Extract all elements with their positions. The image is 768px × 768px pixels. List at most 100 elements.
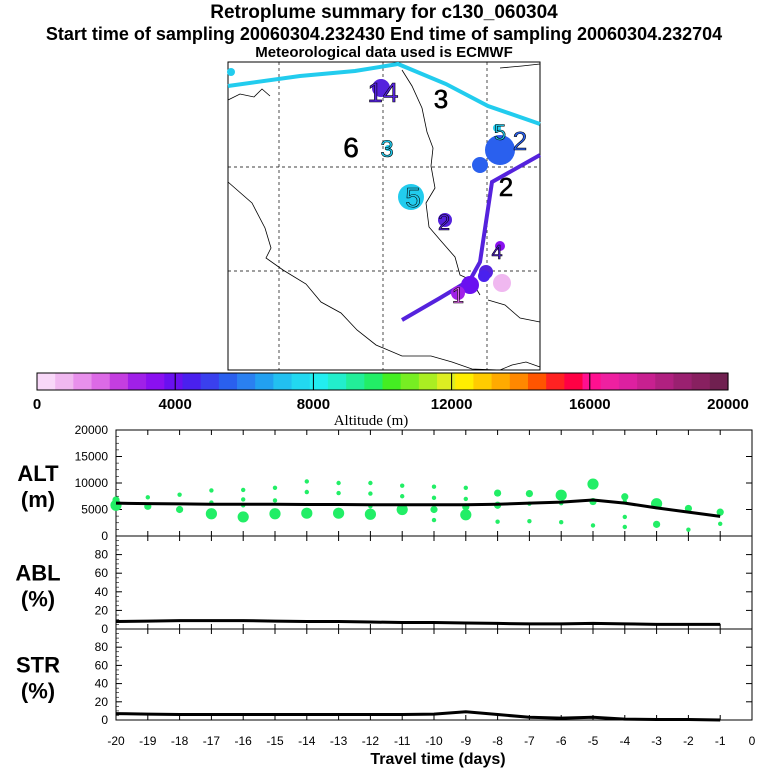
trajectories (227, 61, 541, 322)
altitude-dot (622, 514, 627, 520)
altitude-dot (686, 527, 691, 532)
altitude-dot (237, 511, 249, 523)
x-tick-label: -13 (330, 734, 348, 748)
altitude-dot (364, 508, 376, 520)
y-tick-label: 80 (95, 640, 109, 654)
cluster-marker-9 (495, 241, 505, 251)
y-tick-label: 40 (95, 585, 109, 599)
y-tick-label: 0 (101, 622, 108, 636)
colorbar-segment (73, 373, 93, 390)
altitude-dot (333, 507, 345, 519)
series-line-str (115, 710, 721, 722)
colorbar-segment (364, 373, 384, 390)
altitude-dot (621, 493, 629, 501)
y-axis-unit: (%) (21, 587, 55, 612)
altitude-dot (336, 490, 341, 496)
cluster-label: 5 (405, 182, 421, 213)
x-tick-label: -6 (556, 734, 567, 748)
altitude-dot (301, 507, 313, 519)
y-axis-label: ABL (15, 561, 60, 586)
x-tick-label: -15 (266, 734, 284, 748)
altitude-dot (400, 483, 405, 488)
plume-clusters (227, 68, 515, 300)
colorbar-segment (55, 373, 74, 390)
altitude-dot (241, 487, 246, 493)
colorbar-segment (637, 373, 656, 390)
cluster-marker-5 (472, 157, 488, 173)
x-tick-label: -11 (394, 734, 411, 748)
y-tick-label: 5000 (81, 503, 108, 517)
x-tick-label: -7 (524, 734, 535, 748)
chart-title: Retroplume summary for c130_060304 (210, 2, 558, 23)
cluster-label: 3 (434, 84, 448, 114)
altitude-dot (463, 485, 468, 490)
colorbar-segment (127, 373, 147, 390)
altitude-dot (718, 521, 723, 527)
series-line-alt (115, 498, 721, 518)
altitude-dot (587, 478, 599, 490)
altitude-dot (716, 508, 724, 516)
colorbar-segment (400, 373, 420, 390)
cluster-marker-14 (478, 270, 490, 282)
colorbar-label: Altitude (m) (334, 413, 409, 429)
colorbar-segment (346, 373, 365, 390)
altitude-dot (494, 489, 502, 497)
panel-str: 0 20 40 60 80 STR(%) (16, 628, 753, 727)
altitude-dot (653, 520, 661, 528)
cluster-label: 2 (499, 172, 513, 202)
altitude-dot (209, 488, 214, 493)
colorbar-segment (109, 373, 129, 390)
colorbar-segment (418, 373, 438, 390)
colorbar-segment (582, 373, 602, 390)
trajectory-1 (227, 61, 541, 126)
sampling-times: Start time of sampling 20060304.232430 E… (45, 24, 723, 44)
cluster-marker-1 (227, 68, 235, 76)
y-tick-label: 80 (95, 548, 109, 562)
colorbar-tick-label: 16000 (569, 396, 611, 413)
colorbar-segment (546, 373, 565, 390)
altitude-dot (272, 498, 278, 503)
altitude-dot (396, 503, 408, 516)
colorbar-segment (273, 373, 293, 390)
cluster-marker-2 (372, 79, 390, 97)
altitude-dot (463, 496, 468, 502)
altitude-dot (525, 490, 534, 498)
colorbar-segment (91, 373, 111, 390)
y-tick-label: 0 (101, 529, 108, 543)
x-tick-label: -19 (139, 734, 157, 748)
colorbar-segment (691, 373, 711, 390)
trajectory-2 (400, 153, 541, 322)
colorbar-segment (509, 373, 529, 390)
cluster-marker-4 (485, 135, 515, 165)
colorbar-segment (527, 373, 547, 390)
cluster-label: 14 (367, 77, 398, 108)
altitude-dot (684, 504, 693, 513)
colorbar-segment (618, 373, 638, 390)
colorbar-segment (455, 373, 475, 390)
colorbar-segment (309, 373, 329, 390)
y-tick-label: 60 (95, 658, 109, 672)
altitude-dot (555, 489, 567, 501)
altitude-dot (304, 489, 309, 495)
y-axis-unit: (%) (21, 679, 55, 704)
x-tick-label: -3 (651, 734, 662, 748)
colorbar-segment (255, 373, 274, 390)
altitude-dot (272, 485, 278, 490)
cluster-marker-8 (438, 213, 452, 227)
cluster-label: 5 (494, 120, 506, 145)
x-tick-label: -8 (492, 734, 503, 748)
colorbar-segment (655, 373, 675, 390)
colorbar-segment (564, 373, 584, 390)
x-tick-label: -5 (588, 734, 599, 748)
colorbar-segment (473, 373, 493, 390)
x-tick-label: -17 (203, 734, 221, 748)
colorbar-segment (164, 373, 184, 390)
y-tick-label: 40 (95, 677, 109, 691)
x-tick-label: -20 (107, 734, 125, 748)
altitude-dot (559, 520, 564, 525)
x-tick-label: -14 (298, 734, 316, 748)
colorbar-tick-label: 12000 (431, 396, 473, 413)
y-axis-label: STR (16, 653, 60, 678)
